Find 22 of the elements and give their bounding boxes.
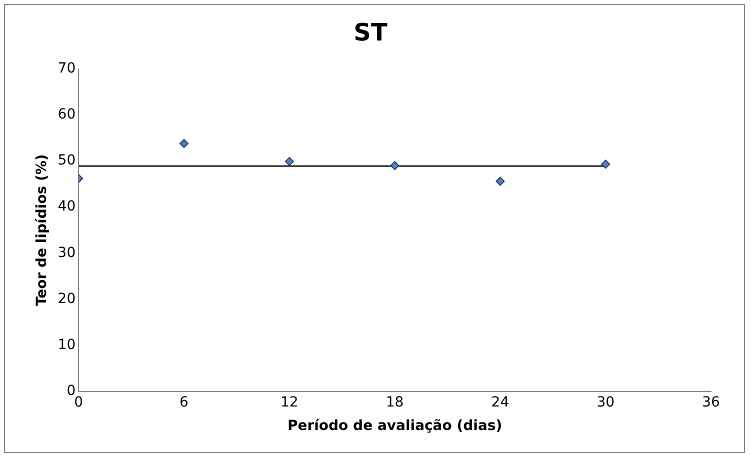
y-tick-label: 10 bbox=[58, 336, 76, 353]
x-axis-title: Período de avaliação (dias) bbox=[287, 418, 502, 434]
x-tick-label: 30 bbox=[596, 394, 615, 410]
x-tick-label: 24 bbox=[491, 394, 510, 410]
x-tick-label: 18 bbox=[386, 394, 404, 410]
chart-title: ST bbox=[354, 18, 388, 47]
y-tick-label: 0 bbox=[66, 383, 76, 400]
y-tick-label: 40 bbox=[58, 198, 76, 215]
y-tick-label: 20 bbox=[58, 290, 76, 307]
x-tick-label: 6 bbox=[180, 394, 189, 410]
point bbox=[390, 161, 400, 170]
y-tick-label: 30 bbox=[58, 244, 76, 261]
x-tick-label: 36 bbox=[702, 394, 720, 410]
x-tick-label: 12 bbox=[280, 394, 298, 410]
point bbox=[284, 156, 294, 166]
point bbox=[496, 176, 505, 186]
y-tick-label: 70 bbox=[58, 60, 76, 76]
y-tick-label: 50 bbox=[58, 152, 76, 169]
point bbox=[180, 138, 189, 148]
y-tick-label: 60 bbox=[58, 106, 76, 123]
y-axis-title: Teor de lipídios (%) bbox=[34, 154, 50, 306]
point bbox=[601, 160, 610, 169]
